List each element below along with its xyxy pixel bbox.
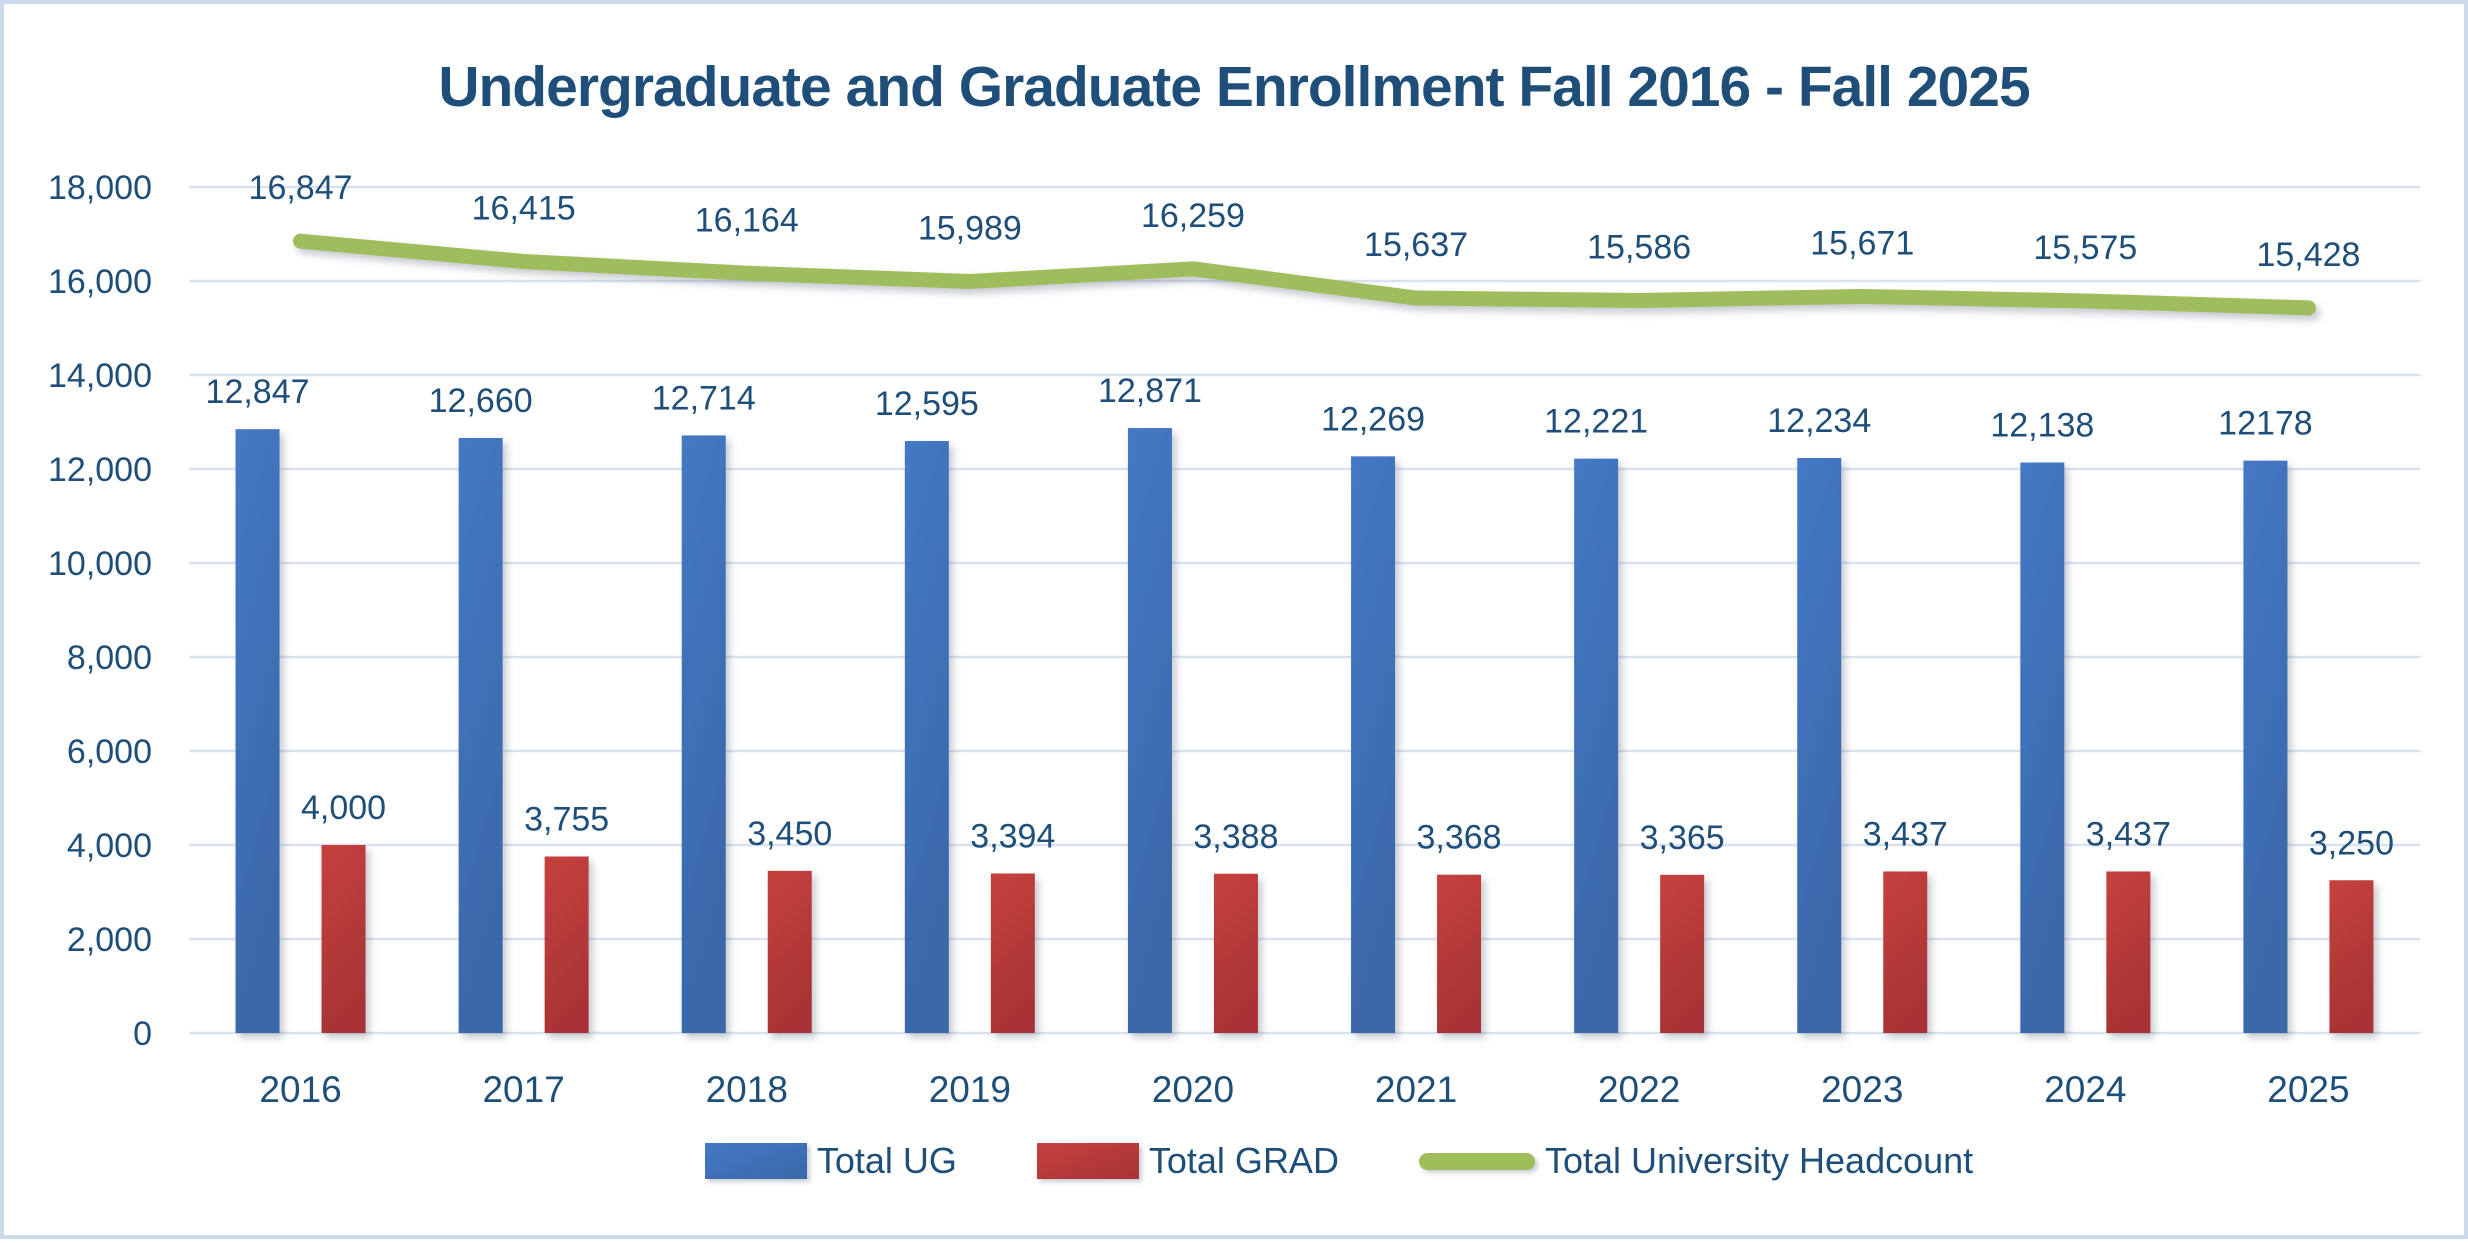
label-headcount-2019: 15,989 bbox=[918, 210, 1022, 248]
x-axis-label-2021: 2021 bbox=[1375, 1069, 1457, 1110]
x-axis-label-2023: 2023 bbox=[1821, 1069, 1903, 1110]
label-ug-2019: 12,595 bbox=[875, 385, 979, 423]
y-axis-tick-label: 18,000 bbox=[48, 169, 152, 207]
bar-ug-2023 bbox=[1797, 458, 1842, 1033]
label-grad-2023: 3,437 bbox=[1863, 815, 1948, 853]
x-axis-label-2020: 2020 bbox=[1152, 1069, 1234, 1110]
legend-item-total-ug: Total UG bbox=[704, 1140, 957, 1182]
bar-ug-2021 bbox=[1351, 456, 1396, 1033]
y-axis-tick-label: 8,000 bbox=[67, 639, 152, 677]
label-grad-2019: 3,394 bbox=[970, 817, 1055, 855]
y-axis-tick-label: 16,000 bbox=[48, 263, 152, 301]
x-axis-label-2019: 2019 bbox=[929, 1069, 1011, 1110]
total-ug-legend-label: Total UG bbox=[816, 1140, 957, 1181]
bar-ug-2017 bbox=[458, 437, 503, 1034]
y-axis-tick-label: 6,000 bbox=[67, 733, 152, 771]
headcount-legend-label: Total University Headcount bbox=[1544, 1140, 1974, 1181]
bar-grad-2020 bbox=[1213, 873, 1258, 1033]
label-grad-2024: 3,437 bbox=[2086, 815, 2171, 853]
bar-grad-2024 bbox=[2106, 871, 2151, 1033]
bar-ug-2022 bbox=[1574, 458, 1619, 1033]
bar-grad-2023 bbox=[1883, 871, 1928, 1033]
bar-grad-2022 bbox=[1660, 874, 1705, 1033]
y-axis-tick-label: 4,000 bbox=[67, 827, 152, 865]
label-ug-2018: 12,714 bbox=[652, 379, 756, 417]
y-axis-tick-label: 2,000 bbox=[67, 921, 152, 959]
label-headcount-2025: 15,428 bbox=[2256, 236, 2360, 274]
x-axis-label-2017: 2017 bbox=[482, 1069, 564, 1110]
total-ug-legend-swatch bbox=[704, 1143, 807, 1179]
total-grad-legend-label: Total GRAD bbox=[1148, 1140, 1339, 1181]
bar-grad-2025 bbox=[2329, 880, 2374, 1033]
bar-ug-2018 bbox=[681, 435, 726, 1033]
legend-item-total-grad: Total GRAD bbox=[1036, 1140, 1339, 1182]
bar-ug-2020 bbox=[1127, 428, 1172, 1033]
label-headcount-2020: 16,259 bbox=[1141, 197, 1245, 235]
label-headcount-2018: 16,164 bbox=[695, 201, 799, 239]
y-axis-tick-label: 10,000 bbox=[48, 545, 152, 583]
label-grad-2017: 3,755 bbox=[524, 801, 609, 839]
y-axis-tick-label: 0 bbox=[133, 1015, 152, 1053]
label-headcount-2016: 16,847 bbox=[249, 169, 353, 207]
bar-grad-2018 bbox=[767, 870, 812, 1033]
x-axis-label-2024: 2024 bbox=[2044, 1069, 2126, 1110]
bar-ug-2025 bbox=[2243, 460, 2288, 1033]
y-axis-tick-label: 14,000 bbox=[48, 357, 152, 395]
bar-grad-2019 bbox=[990, 873, 1035, 1033]
label-ug-2024: 12,138 bbox=[1990, 407, 2094, 445]
bar-grad-2021 bbox=[1437, 874, 1482, 1033]
x-axis-label-2018: 2018 bbox=[706, 1069, 788, 1110]
chart-title: Undergraduate and Graduate Enrollment Fa… bbox=[438, 55, 2030, 119]
label-ug-2021: 12,269 bbox=[1321, 400, 1425, 438]
label-headcount-2022: 15,586 bbox=[1587, 228, 1691, 266]
label-ug-2023: 12,234 bbox=[1767, 402, 1871, 440]
label-headcount-2024: 15,575 bbox=[2033, 229, 2137, 267]
label-headcount-2017: 16,415 bbox=[472, 189, 576, 227]
label-headcount-2023: 15,671 bbox=[1810, 224, 1914, 262]
chart-legend: Total UG Total GRAD Total University Hea… bbox=[109, 1140, 2468, 1182]
label-ug-2017: 12,660 bbox=[429, 382, 533, 420]
x-axis-label-2022: 2022 bbox=[1598, 1069, 1680, 1110]
label-grad-2020: 3,388 bbox=[1193, 818, 1278, 856]
bar-ug-2016 bbox=[235, 429, 280, 1033]
label-grad-2022: 3,365 bbox=[1640, 819, 1725, 857]
label-grad-2025: 3,250 bbox=[2309, 824, 2394, 862]
headcount-line bbox=[293, 233, 2316, 316]
label-headcount-2021: 15,637 bbox=[1364, 226, 1468, 264]
label-ug-2022: 12,221 bbox=[1544, 403, 1648, 441]
label-grad-2021: 3,368 bbox=[1417, 819, 1502, 857]
bar-ug-2019 bbox=[904, 441, 949, 1033]
x-axis-label-2025: 2025 bbox=[2267, 1069, 2349, 1110]
x-axis-label-2016: 2016 bbox=[259, 1069, 341, 1110]
label-ug-2025: 12178 bbox=[2218, 405, 2313, 443]
bar-grad-2017 bbox=[544, 856, 589, 1033]
label-grad-2018: 3,450 bbox=[747, 815, 832, 853]
bar-ug-2024 bbox=[2020, 462, 2065, 1033]
y-axis-tick-label: 12,000 bbox=[48, 451, 152, 489]
label-ug-2020: 12,871 bbox=[1098, 372, 1202, 410]
legend-item-headcount: Total University Headcount bbox=[1418, 1140, 1974, 1182]
label-ug-2016: 12,847 bbox=[206, 373, 310, 411]
total-grad-legend-swatch bbox=[1036, 1143, 1139, 1179]
bar-grad-2016 bbox=[321, 845, 366, 1033]
headcount-legend-swatch bbox=[1418, 1152, 1535, 1170]
enrollment-combo-chart: 0 2,000 4,000 6,000 8,000 10,000 12,000 14,000 1… bbox=[48, 169, 2420, 1110]
label-grad-2016: 4,000 bbox=[301, 789, 386, 827]
